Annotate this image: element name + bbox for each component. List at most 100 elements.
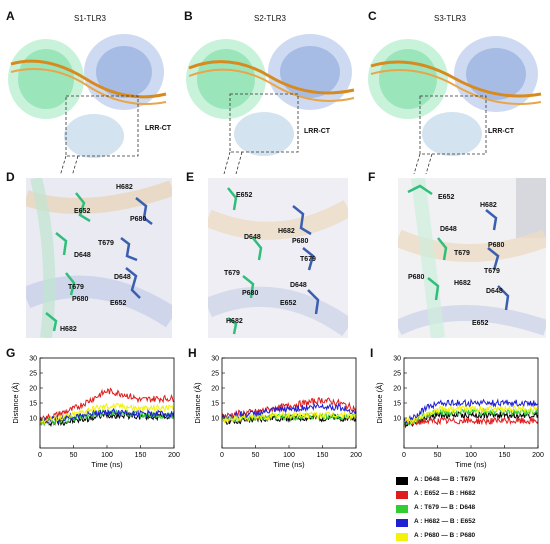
- lrr-ct-label-a: LRR-CT: [145, 125, 172, 132]
- y-tick-label: 30: [211, 356, 219, 363]
- x-tick-label: 50: [434, 452, 442, 459]
- series-line: [39, 402, 175, 425]
- structure-image-a: [8, 34, 167, 174]
- residue-detail-e: E652 H682 D648 P680 T679 T679 P680 D648 …: [208, 178, 348, 338]
- residue-label: E652: [280, 300, 297, 307]
- residue-label: D648: [74, 252, 91, 259]
- residue-label: H682: [116, 184, 133, 191]
- series-line: [403, 398, 538, 426]
- x-tick-label: 150: [135, 452, 147, 459]
- residue-label: T679: [454, 250, 470, 257]
- panel-letter-a: A: [6, 9, 15, 23]
- legend-label: A : T679 — B : D648: [414, 504, 476, 511]
- residue-label: E652: [236, 192, 253, 199]
- y-tick-label: 10: [211, 416, 219, 423]
- y-tick-label: 25: [211, 371, 219, 378]
- lrr-ct-label-b: LRR-CT: [304, 128, 331, 135]
- residue-label: P680: [292, 238, 309, 245]
- y-tick-label: 15: [211, 401, 219, 408]
- distance-chart-g: 0 50 100 150 200 10 15 20 25 30 Time (ns) Distance …: [11, 356, 180, 470]
- residue-label: T679: [300, 256, 316, 263]
- residue-label: H682: [60, 326, 77, 333]
- residue-label: T679: [484, 268, 500, 275]
- residue-label: E652: [74, 208, 91, 215]
- y-axis-label: Distance (Å): [375, 382, 384, 424]
- residue-label: D648: [114, 274, 131, 281]
- distance-chart-h: 0 50 100 150 200 10 15 20 25 30 Time (ns) Distance …: [193, 356, 362, 470]
- legend-label: A : D648 — B : T679: [414, 476, 476, 483]
- y-tick-label: 10: [393, 416, 401, 423]
- structure-image-b: [186, 34, 355, 174]
- series-line: [221, 413, 357, 425]
- x-tick-label: 200: [350, 452, 362, 459]
- legend-swatch: [396, 505, 408, 513]
- series-line: [403, 416, 539, 428]
- y-tick-label: 20: [211, 386, 219, 393]
- legend-item: A : E652 — B : H682: [396, 490, 546, 500]
- legend-item: A : P680 — B : P680: [396, 532, 546, 542]
- residue-label: D648: [290, 282, 307, 289]
- legend-item: A : H682 — B : E652: [396, 518, 546, 528]
- legend-swatch: [396, 533, 408, 541]
- residue-label: P680: [408, 274, 425, 281]
- x-tick-label: 200: [532, 452, 544, 459]
- y-tick-label: 20: [393, 386, 401, 393]
- residue-label: E652: [438, 194, 455, 201]
- x-tick-label: 100: [465, 452, 477, 459]
- series-line: [221, 402, 357, 421]
- series-line: [39, 407, 175, 424]
- y-tick-label: 30: [29, 356, 37, 363]
- residue-label: H682: [480, 202, 497, 209]
- x-axis-label: Time (ns): [455, 460, 487, 469]
- x-tick-label: 100: [283, 452, 295, 459]
- plot-frame: [39, 357, 175, 449]
- residue-label: H682: [226, 318, 243, 325]
- legend-item: A : D648 — B : T679: [396, 476, 546, 486]
- x-tick-label: 150: [317, 452, 329, 459]
- panel-letter-d: D: [6, 170, 15, 184]
- residue-label: D648: [244, 234, 261, 241]
- panel-title-a: S1-TLR3: [73, 14, 106, 23]
- series-line: [39, 387, 175, 422]
- series-line: [403, 404, 539, 425]
- x-tick-label: 50: [252, 452, 260, 459]
- structure-image-c: [368, 36, 542, 174]
- legend-swatch: [396, 491, 408, 499]
- panel-letter-i: I: [370, 346, 374, 360]
- x-tick-label: 0: [220, 452, 224, 459]
- residue-label: P680: [242, 290, 259, 297]
- residue-label: P680: [130, 216, 147, 223]
- y-tick-label: 25: [393, 371, 401, 378]
- y-tick-label: 15: [393, 401, 401, 408]
- panel-letter-b: B: [184, 9, 193, 23]
- panel-title-b: S2-TLR3: [253, 14, 286, 23]
- series-line: [221, 410, 357, 425]
- y-tick-label: 15: [29, 401, 37, 408]
- residue-label: D648: [486, 288, 503, 295]
- x-axis-label: Time (ns): [273, 460, 305, 469]
- x-tick-label: 100: [101, 452, 113, 459]
- residue-label: P680: [488, 242, 505, 249]
- legend-label: A : E652 — B : H682: [414, 490, 476, 497]
- lrr-ct-label-c: LRR-CT: [488, 128, 515, 135]
- residue-label: T679: [98, 240, 114, 247]
- y-tick-label: 20: [29, 386, 37, 393]
- x-tick-label: 0: [38, 452, 42, 459]
- panel-letter-g: G: [6, 346, 16, 360]
- x-tick-label: 200: [168, 452, 180, 459]
- panel-letter-e: E: [186, 170, 195, 184]
- legend-swatch: [396, 477, 408, 485]
- panel-letter-h: H: [188, 346, 197, 360]
- series-line: [403, 410, 539, 429]
- plot-frame: [221, 357, 357, 449]
- x-tick-label: 0: [402, 452, 406, 459]
- residue-detail-f: E652 H682 D648 P680 T679 T679 P680 H682 …: [398, 178, 546, 338]
- legend-label: A : P680 — B : P680: [414, 532, 476, 539]
- x-tick-label: 150: [499, 452, 511, 459]
- y-tick-label: 10: [29, 416, 37, 423]
- legend-label: A : H682 — B : E652: [414, 518, 476, 525]
- y-tick-label: 25: [29, 371, 37, 378]
- panel-title-c: S3-TLR3: [433, 14, 466, 23]
- residue-label: H682: [454, 280, 471, 287]
- x-axis-label: Time (ns): [91, 460, 123, 469]
